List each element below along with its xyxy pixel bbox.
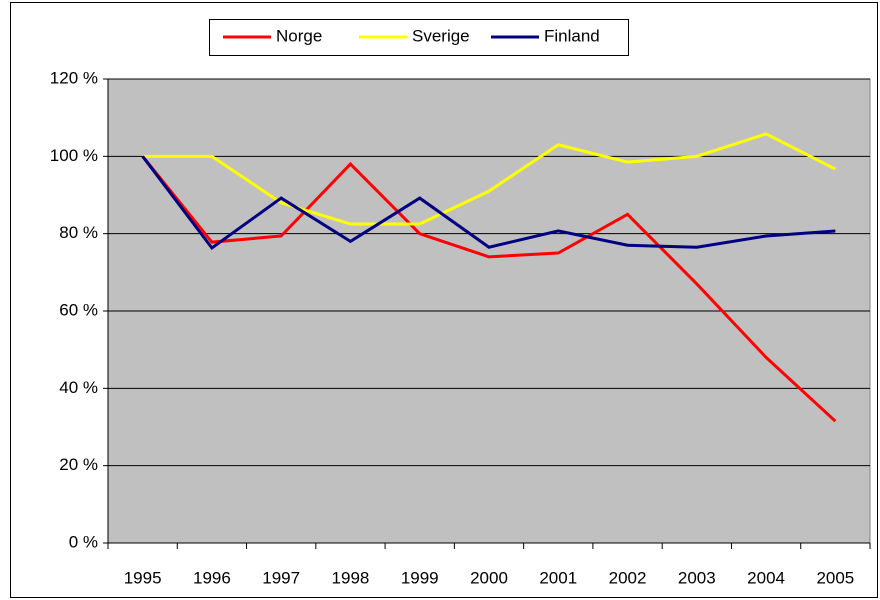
series-line: [141, 155, 836, 251]
x-tick-label: 1995: [124, 568, 162, 587]
legend-label: Finland: [544, 26, 600, 45]
legend-label: Norge: [276, 26, 322, 45]
series-line: [142, 132, 837, 226]
legend-box: [209, 19, 629, 56]
x-tick-label: 2003: [678, 568, 716, 587]
x-tick-label: 1996: [193, 568, 231, 587]
x-tick-label: 2002: [609, 568, 647, 587]
y-tick-label: 120 %: [50, 68, 98, 87]
y-tick-label: 20 %: [59, 455, 98, 474]
y-tick-label: 0 %: [69, 532, 98, 551]
y-tick-label: 40 %: [59, 378, 98, 397]
x-tick-label: 2004: [747, 568, 785, 587]
y-tick-label: 60 %: [59, 300, 98, 319]
x-tick-label: 1997: [262, 568, 300, 587]
y-tick-label: 80 %: [59, 223, 98, 242]
x-tick-label: 1999: [401, 568, 439, 587]
series-line: [141, 155, 837, 423]
x-tick-label: 2000: [470, 568, 508, 587]
y-tick-label: 100 %: [50, 146, 98, 165]
x-tick-label: 2001: [539, 568, 577, 587]
x-tick-label: 1998: [332, 568, 370, 587]
x-tick-label: 2005: [816, 568, 854, 587]
legend-label: Sverige: [412, 26, 470, 45]
